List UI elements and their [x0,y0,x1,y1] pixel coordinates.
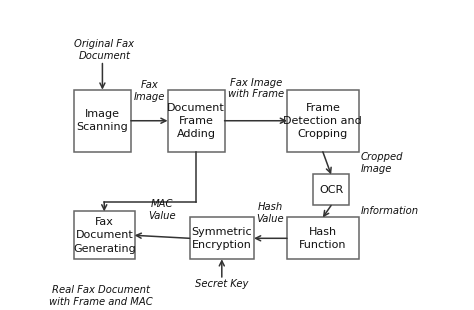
Bar [74,90,131,152]
Bar [313,175,349,206]
Text: Secret Key: Secret Key [195,280,248,290]
Text: OCR: OCR [319,185,343,195]
Text: Fax
Document
Generating: Fax Document Generating [73,217,136,254]
Text: Original Fax
Document: Original Fax Document [74,39,134,61]
Bar [168,90,225,152]
Text: Frame
Detection and
Cropping: Frame Detection and Cropping [283,103,362,139]
Bar [287,90,359,152]
Text: Hash
Value: Hash Value [256,202,284,224]
Text: Real Fax Document
with Frame and MAC: Real Fax Document with Frame and MAC [49,286,153,307]
Text: Symmetric
Encryption: Symmetric Encryption [191,227,252,250]
Text: Fax
Image: Fax Image [134,80,165,102]
Bar [190,217,254,259]
Text: Fax Image
with Frame: Fax Image with Frame [228,78,284,99]
Text: Information: Information [360,206,419,216]
Text: Document
Frame
Adding: Document Frame Adding [167,103,225,139]
Bar [287,217,359,259]
Text: Cropped
Image: Cropped Image [360,152,403,174]
Text: MAC
Value: MAC Value [148,199,176,221]
Text: Hash
Function: Hash Function [299,227,346,250]
Bar [74,211,135,259]
Text: Image
Scanning: Image Scanning [76,109,128,132]
